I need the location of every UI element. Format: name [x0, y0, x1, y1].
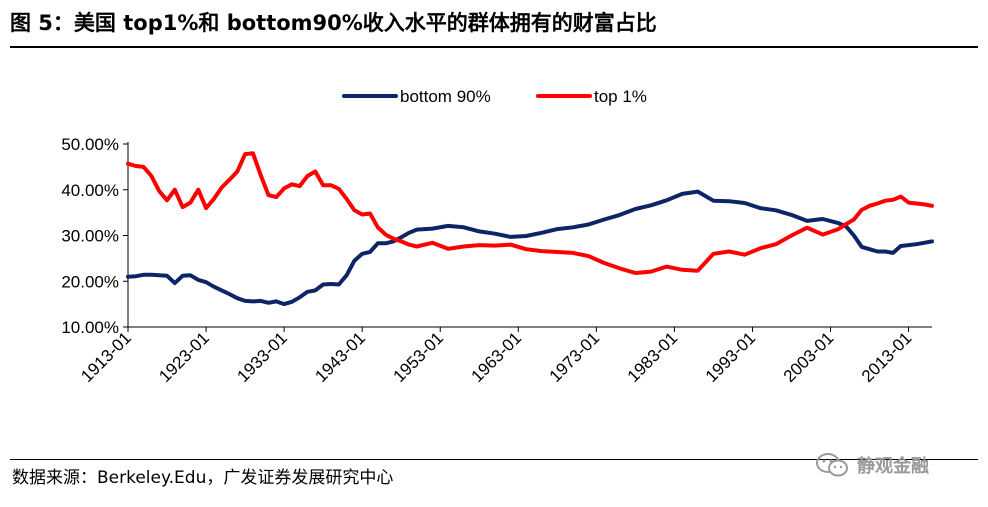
x-tick-label: 1913-01 — [77, 328, 135, 386]
y-tick-label: 20.00% — [61, 272, 119, 291]
legend-label-bottom-90: bottom 90% — [400, 87, 491, 106]
chart-title: 图 5：美国 top1%和 bottom90%收入水平的群体拥有的财富占比 — [10, 11, 657, 35]
watermark-text: 静观金融 — [857, 456, 929, 477]
legend-label-top-1: top 1% — [594, 87, 647, 106]
x-tick-label: 1993-01 — [702, 328, 760, 386]
y-tick-label: 10.00% — [61, 318, 119, 337]
wechat-icon — [816, 453, 848, 477]
x-tick-label: 1963-01 — [468, 328, 526, 386]
x-tick-label: 1973-01 — [546, 328, 604, 386]
watermark: 静观金融 — [815, 450, 929, 480]
y-tick-label: 30.00% — [61, 227, 119, 246]
chart-legend: bottom 90% top 1% — [342, 87, 647, 106]
x-tick-label: 1923-01 — [155, 328, 213, 386]
x-tick-label: 1943-01 — [311, 328, 369, 386]
wealth-share-line-chart: bottom 90% top 1% 10.00% 20.00% 30.00% 40.00… — [61, 87, 934, 386]
x-tick-label: 2003-01 — [780, 328, 838, 386]
footer-divider — [10, 459, 978, 460]
x-tick-label: 1983-01 — [624, 328, 682, 386]
x-tick-label: 2013-01 — [858, 328, 916, 386]
y-tick-label: 40.00% — [61, 181, 119, 200]
y-tick-label: 50.00% — [61, 135, 119, 154]
x-tick-label: 1953-01 — [390, 328, 448, 386]
x-tick-label: 1933-01 — [233, 328, 291, 386]
data-source-note: 数据来源：Berkeley.Edu，广发证券发展研究中心 — [12, 468, 394, 488]
plot-area: 10.00% 20.00% 30.00% 40.00% 50.00% 1913-01 192… — [61, 135, 934, 386]
series-line-top-1 — [126, 151, 934, 275]
title-divider — [10, 46, 978, 48]
series-line-bottom-90 — [126, 189, 934, 307]
